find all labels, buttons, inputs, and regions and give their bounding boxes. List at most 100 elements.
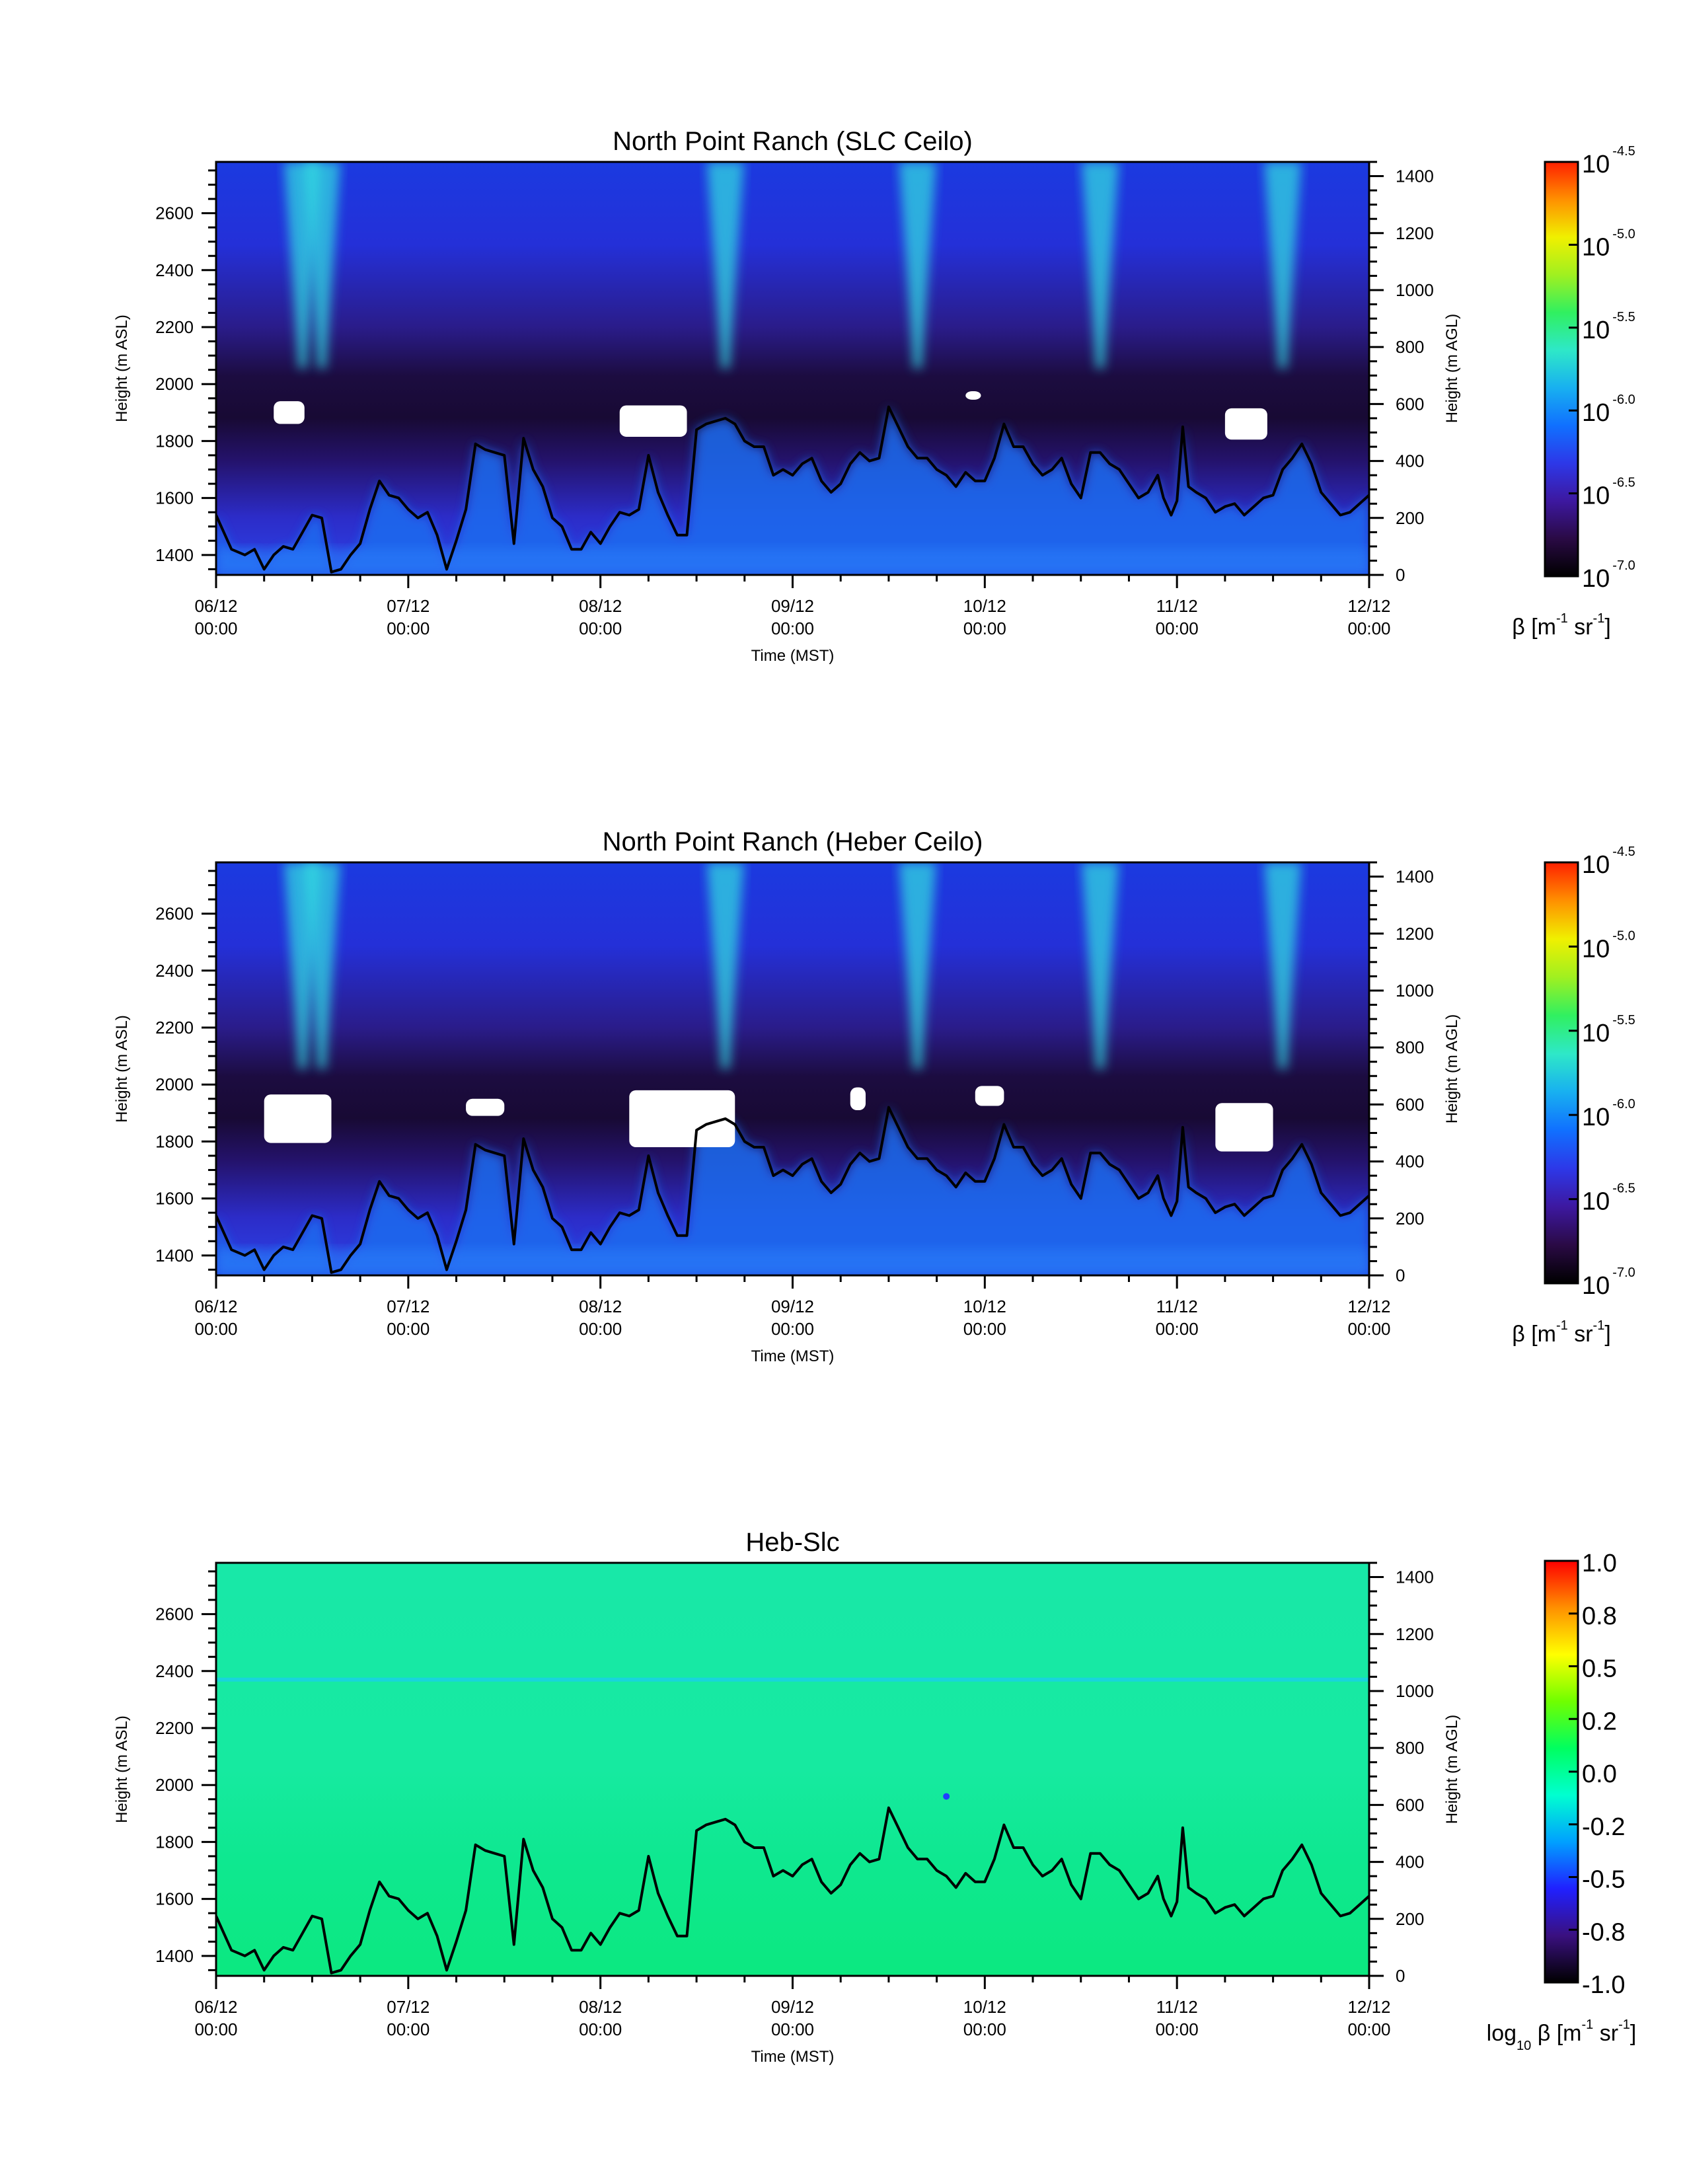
y-tick-label: 2600 [155,904,194,924]
colorbar-tick-exponent: -4.5 [1612,144,1635,159]
colorbar-title: log10 β [m-1 sr-1] [1487,2017,1637,2053]
x-tick-date: 10/12 [963,1997,1006,2017]
y2-tick-label: 0 [1396,1265,1405,1285]
y2-tick-label: 1400 [1396,867,1434,887]
y2-tick-label: 1200 [1396,223,1434,243]
heatmap-background [216,1563,1369,1976]
x-tick-date: 09/12 [771,1997,814,2017]
aerosol-plume [1264,862,1302,1069]
y-tick-label: 2200 [155,1018,194,1037]
x-tick-time: 00:00 [771,1319,814,1339]
y-tick-label: 2000 [155,1074,194,1094]
colorbar-tick-exponent: -5.5 [1612,310,1635,324]
x-tick-date: 08/12 [579,596,622,616]
y2-tick-label: 1200 [1396,924,1434,944]
x-tick-time: 00:00 [771,619,814,638]
colorbar-title-part: ] [1604,615,1610,640]
y2-tick-label: 600 [1396,1795,1424,1815]
colorbar-tick-mantissa: -0.2 [1582,1813,1625,1841]
y2-tick-label: 0 [1396,565,1405,585]
x-tick-date: 07/12 [387,1297,430,1316]
y-tick-label: 1600 [155,1189,194,1209]
y-tick-label: 2200 [155,317,194,337]
colorbar-tick-label: 10 -5.5 [1582,1013,1635,1047]
y-tick-label: 1800 [155,431,194,451]
aerosol-plume [899,162,936,369]
y2-tick-label: 1000 [1396,981,1434,1000]
saturated-patch [965,391,981,400]
y2-tick-label: 1000 [1396,1681,1434,1701]
x-tick-date: 10/12 [963,596,1006,616]
heatmap-field [216,1563,1369,1976]
colorbar-tick-label: 10 -6.5 [1582,1182,1635,1216]
colorbar-tick-label: -1.0 [1582,1971,1625,1999]
colorbar-tick-label: 0.2 [1582,1708,1617,1735]
mlh-line [216,1106,1369,1274]
y-tick-label: 1800 [155,1131,194,1151]
y2-axis-label: Height (m AGL) [1443,1014,1461,1123]
colorbar-tick-exponent: -6.5 [1612,1182,1635,1196]
x-tick-date: 12/12 [1347,1297,1390,1316]
x-tick-date: 08/12 [579,1297,622,1316]
colorbar-tick-label: 10 -6.0 [1582,393,1635,427]
x-tick-time: 00:00 [771,2019,814,2039]
y2-tick-label: 0 [1396,1966,1405,1986]
y-tick-label: 2600 [155,204,194,223]
saturated-patch [466,1098,505,1116]
colorbar-title-part: -1 [1556,1318,1568,1333]
colorbar-tick-mantissa: 10 [1582,233,1610,261]
colorbar-tick-label: 10 -7.0 [1582,558,1635,593]
mlh-line [216,1806,1369,1975]
colorbar-tick-mantissa: 10 [1582,151,1610,178]
saturated-patch [629,1090,735,1148]
saturated-patch [619,405,687,437]
y2-tick-label: 800 [1396,1738,1424,1758]
colorbar-tick-label: 10 -5.0 [1582,928,1635,963]
colorbar-tick-mantissa: -0.5 [1582,1866,1625,1894]
chart-title: North Point Ranch (SLC Ceilo) [613,127,973,156]
x-tick-time: 00:00 [387,1319,430,1339]
aerosol-plume [706,162,744,369]
y2-tick-label: 1000 [1396,280,1434,300]
chart-title: Heb-Slc [745,1528,839,1557]
colorbar-tick-exponent: -7.0 [1612,558,1635,573]
colorbar-tick-label: 10 -5.5 [1582,310,1635,344]
x-tick-time: 00:00 [387,619,430,638]
colorbar-tick-exponent: -5.5 [1612,1013,1635,1028]
colorbar-title-part: sr [1568,615,1593,640]
colorbar-tick-mantissa: 10 [1582,1104,1610,1131]
y-axis-label: Height (m ASL) [113,1715,131,1823]
colorbar-tick-label: 10 -6.0 [1582,1097,1635,1131]
colorbar-title-part: -1 [1556,611,1568,626]
y2-tick-label: 1400 [1396,167,1434,186]
aerosol-layer [216,1107,1369,1275]
x-tick-time: 00:00 [1347,619,1390,638]
x-tick-date: 10/12 [963,1297,1006,1316]
y2-tick-label: 400 [1396,451,1424,471]
colorbar-tick-label: 10 -5.0 [1582,227,1635,261]
colorbar-tick-label: 0.0 [1582,1760,1617,1788]
colorbar-tick-mantissa: 0.5 [1582,1655,1617,1683]
aerosol-plume [706,862,744,1069]
chart-title: North Point Ranch (Heber Ceilo) [603,827,983,856]
aerosol-plume [1081,162,1119,369]
colorbar-title-part: -1 [1593,611,1605,626]
panel-2: North Point Ranch (Heber Ceilo) 1400 1600 1… [113,827,1635,1365]
colorbar-tick-label: 10 -4.5 [1582,144,1635,178]
x-tick-time: 00:00 [1156,1319,1199,1339]
saturated-patch [264,1094,332,1143]
x-tick-time: 00:00 [963,1319,1006,1339]
x-tick-date: 11/12 [1156,1997,1198,2017]
panel-3: Heb-Slc1400160018002000220024002600Heigh… [113,1528,1636,2066]
y2-axis-label: Height (m AGL) [1443,1715,1461,1824]
aerosol-plume [1264,162,1302,369]
y-tick-label: 1800 [155,1832,194,1852]
aerosol-plume [303,862,340,1069]
x-tick-date: 12/12 [1347,596,1390,616]
y2-tick-label: 800 [1396,337,1424,357]
colorbar-title-part: β [m [1512,1322,1556,1347]
colorbar-title-part: sr [1593,2021,1618,2046]
colorbar [1544,161,1579,578]
